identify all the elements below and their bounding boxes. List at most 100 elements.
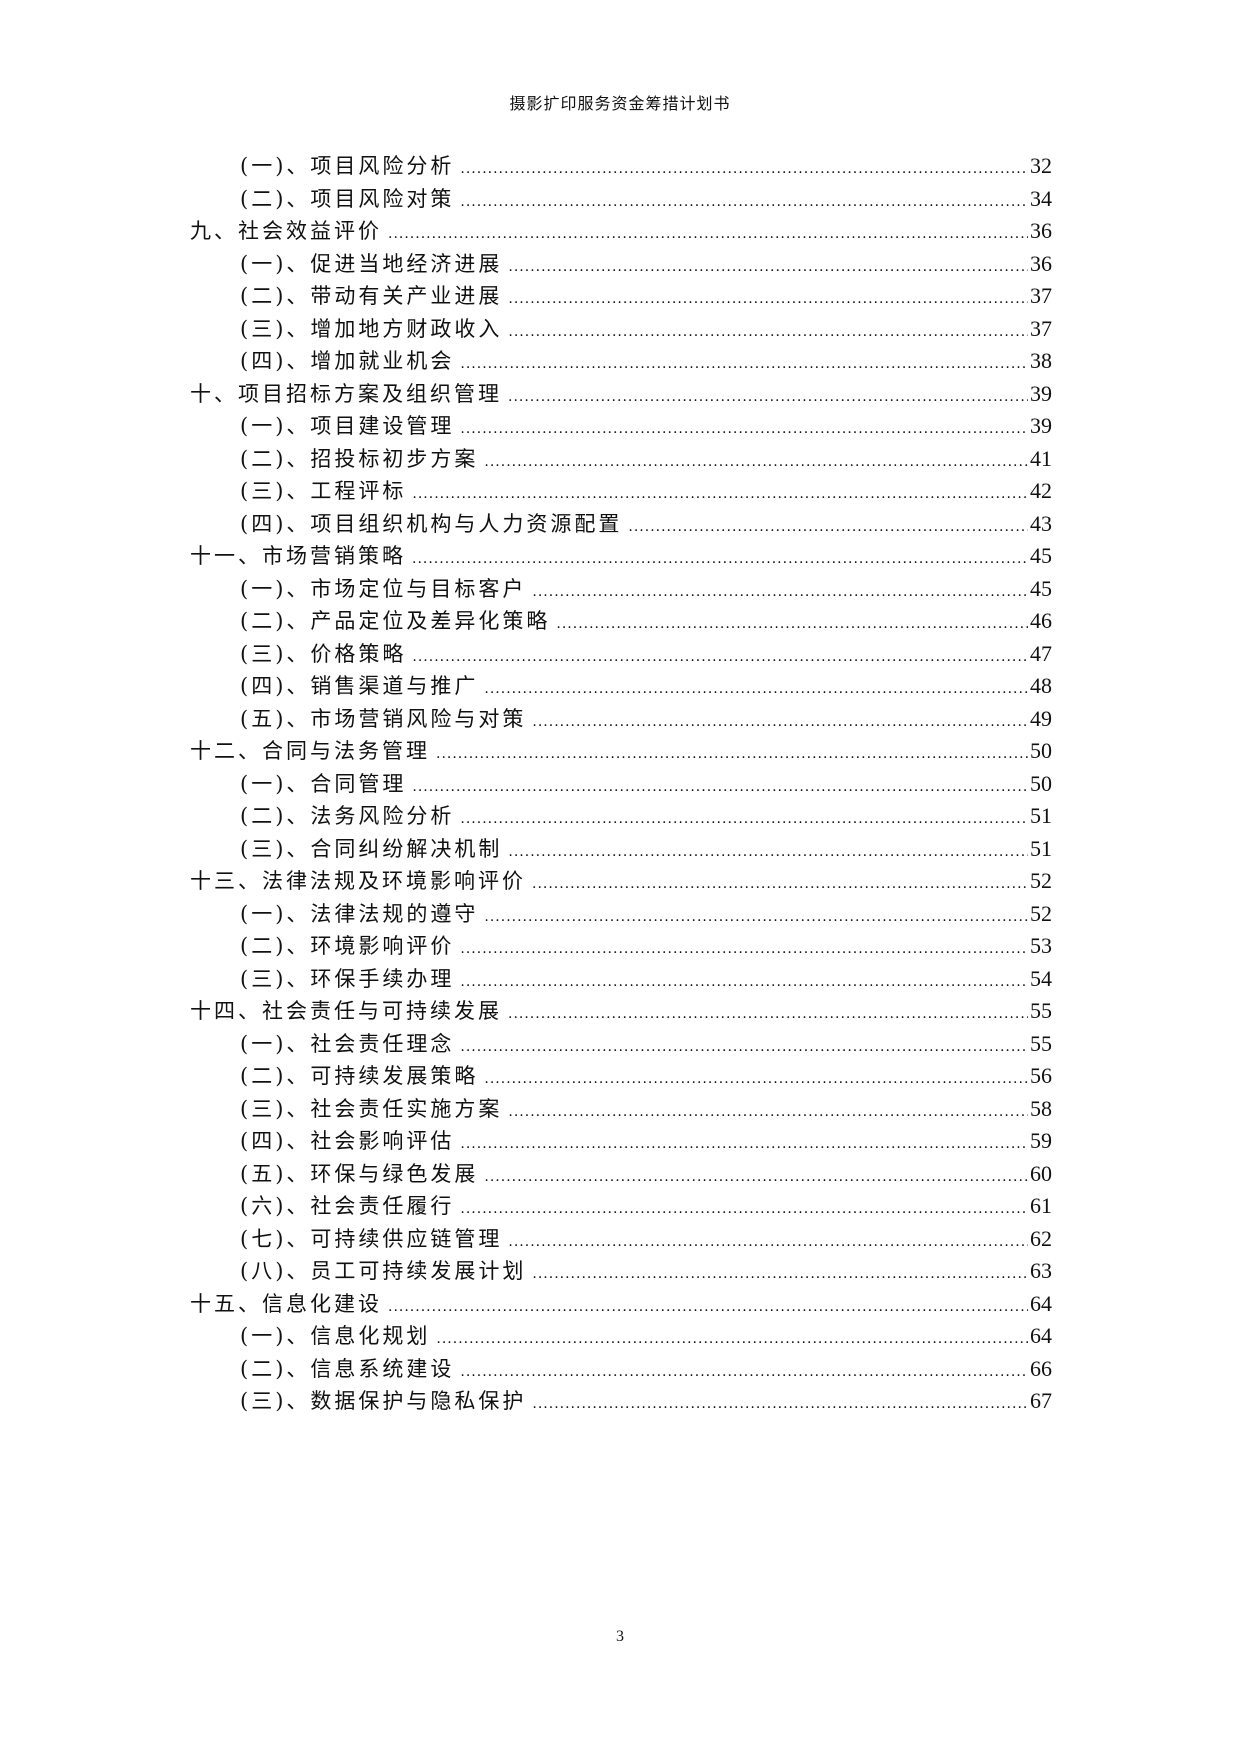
dot-leader [460,941,1028,957]
dot-leader [460,356,1028,372]
toc-entry-page: 45 [1030,575,1052,601]
dot-leader [460,421,1028,437]
dot-leader [508,259,1028,275]
toc-entry[interactable]: 十二、合同与法务管理 50 [190,735,1052,768]
toc-entry[interactable]: (一)、市场定位与目标客户 45 [190,573,1052,606]
toc-entry[interactable]: 十三、法律法规及环境影响评价 52 [190,865,1052,898]
toc-entry[interactable]: (四)、项目组织机构与人力资源配置 43 [190,508,1052,541]
toc-entry-page: 54 [1030,965,1052,991]
dot-leader [460,161,1028,177]
dot-leader [460,1201,1028,1217]
toc-entry[interactable]: (二)、信息系统建设 66 [190,1353,1052,1386]
toc-entry-title: 十、项目招标方案及组织管理 [190,381,502,406]
toc-entry-title: 十一、市场营销策略 [190,544,406,568]
dot-leader [460,194,1028,210]
toc-entry-title: 十四、社会责任与可持续发展 [190,999,502,1023]
dot-leader [412,649,1028,665]
toc-entry-page: 50 [1030,738,1052,763]
toc-entry-title: (一)、合同管理 [240,771,407,796]
toc-entry-page: 51 [1030,803,1052,828]
table-of-contents: (一)、项目风险分析32(二)、项目风险对策34 九、社会效益评价 36 (一)、促进… [190,150,1052,1418]
toc-entry[interactable]: 十一、市场营销策略 45 [190,540,1052,573]
toc-entry-title: (三)、合同纠纷解决机制 [240,836,503,861]
toc-entry-page: 61 [1030,1193,1052,1218]
toc-entry[interactable]: (七)、可持续供应链管理 62 [190,1223,1052,1256]
toc-entry[interactable]: (一)、促进当地经济进展 36 [190,248,1052,281]
toc-entry-title: (二)、环境影响评价 [240,934,455,958]
toc-entry-title: (一)、信息化规划 [240,1324,431,1348]
toc-entry[interactable]: (五)、环保与绿色发展 60 [190,1158,1052,1191]
toc-entry-page: 63 [1030,1258,1052,1283]
toc-entry-page: 51 [1030,835,1052,861]
toc-entry-page: 36 [1030,218,1052,243]
dot-leader [460,1039,1028,1055]
toc-entry-page: 42 [1030,478,1052,503]
toc-entry[interactable]: (二)、带动有关产业进展 37 [190,280,1052,313]
toc-entry[interactable]: (三)、社会责任实施方案 58 [190,1093,1052,1126]
toc-entry[interactable]: (二)、产品定位及差异化策略 46 [190,605,1052,638]
toc-entry-title: 十三、法律法规及环境影响评价 [190,869,526,893]
toc-entry[interactable]: (一)、项目风险分析 32 [190,150,1052,183]
toc-entry[interactable]: (二)、可持续发展策略 56 [190,1060,1052,1093]
dot-leader [460,974,1028,990]
dot-leader [628,519,1028,535]
toc-entry-title: (二)、可持续发展策略 [240,1064,479,1088]
toc-entry[interactable]: (三)、数据保护与隐私保护 67 [190,1385,1052,1418]
toc-entry-page: 41 [1030,445,1052,471]
toc-entry-title: (一)、法律法规的遵守 [240,901,479,926]
dot-leader [460,1364,1028,1380]
toc-entry-page: 64 [1030,1323,1052,1348]
toc-entry-page: 45 [1030,543,1052,568]
toc-entry-title: (三)、工程评标 [240,479,407,503]
dot-leader [484,909,1028,925]
toc-entry-title: (四)、社会影响评估 [240,1129,455,1153]
toc-entry[interactable]: (八)、员工可持续发展计划 63 [190,1255,1052,1288]
dot-leader [484,681,1028,697]
toc-entry-title: (五)、环保与绿色发展 [240,1161,479,1186]
toc-entry[interactable]: (三)、合同纠纷解决机制 51 [190,833,1052,866]
toc-entry[interactable]: (一)、社会责任理念 55 [190,1028,1052,1061]
dot-leader [388,226,1028,242]
toc-entry[interactable]: (三)、工程评标 42 [190,475,1052,508]
toc-entry[interactable]: (三)、价格策略 47 [190,638,1052,671]
toc-entry[interactable]: (三)、环保手续办理 54 [190,963,1052,996]
toc-entry-title: (三)、环保手续办理 [240,966,455,991]
toc-entry[interactable]: 十、项目招标方案及组织管理 39 [190,378,1052,411]
dot-leader [532,714,1028,730]
toc-entry[interactable]: 十四、社会责任与可持续发展 55 [190,995,1052,1028]
toc-entry-page: 50 [1030,770,1052,796]
toc-entry[interactable]: (四)、增加就业机会 38 [190,345,1052,378]
toc-entry[interactable]: 九、社会效益评价 36 [190,215,1052,248]
toc-entry-page: 32 [1030,153,1052,178]
toc-entry[interactable]: (四)、社会影响评估 59 [190,1125,1052,1158]
toc-entry-page: 47 [1030,640,1052,666]
toc-entry-page: 56 [1030,1063,1052,1088]
toc-entry[interactable]: (二)、项目风险对策 34 [190,183,1052,216]
toc-entry-title: (八)、员工可持续发展计划 [240,1259,527,1283]
toc-entry[interactable]: (一)、信息化规划 64 [190,1320,1052,1353]
dot-leader [412,551,1028,567]
toc-entry-title: 十五、信息化建设 [190,1291,382,1316]
toc-entry[interactable]: (四)、销售渠道与推广 48 [190,670,1052,703]
toc-entry-page: 39 [1030,380,1052,406]
toc-entry[interactable]: (一)、法律法规的遵守 52 [190,898,1052,931]
toc-entry[interactable]: (一)、合同管理 50 [190,768,1052,801]
toc-entry[interactable]: (五)、市场营销风险与对策 49 [190,703,1052,736]
toc-entry-title: (二)、带动有关产业进展 [240,284,503,308]
dot-leader [508,1234,1028,1250]
toc-entry[interactable]: (二)、环境影响评价 53 [190,930,1052,963]
toc-entry-page: 58 [1030,1095,1052,1121]
toc-entry[interactable]: (一)、项目建设管理 39 [190,410,1052,443]
toc-entry-title: (五)、市场营销风险与对策 [240,706,527,731]
toc-entry-page: 64 [1030,1290,1052,1316]
toc-entry[interactable]: (六)、社会责任履行 61 [190,1190,1052,1223]
toc-entry[interactable]: (二)、法务风险分析 51 [190,800,1052,833]
toc-entry[interactable]: (三)、增加地方财政收入 37 [190,313,1052,346]
toc-entry[interactable]: (二)、招投标初步方案 41 [190,443,1052,476]
toc-entry-page: 48 [1030,673,1052,698]
toc-entry-title: (二)、信息系统建设 [240,1356,455,1381]
toc-entry-title: 九、社会效益评价 [190,219,382,243]
toc-entry-page: 67 [1030,1388,1052,1413]
toc-entry[interactable]: 十五、信息化建设 64 [190,1288,1052,1321]
toc-entry-page: 62 [1030,1225,1052,1251]
